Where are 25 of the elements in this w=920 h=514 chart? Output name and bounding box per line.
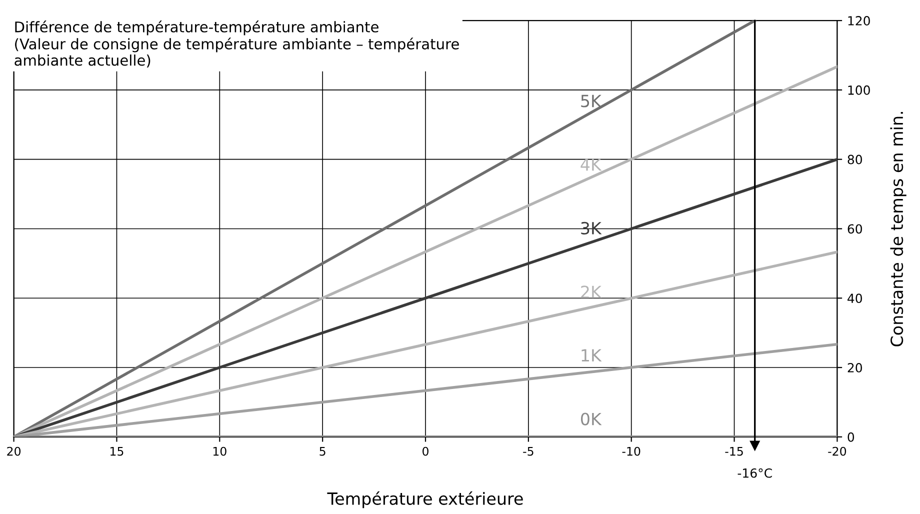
x-tick-label: -15	[725, 446, 743, 456]
series-label: 2K	[581, 286, 602, 298]
series-label: 1K	[582, 349, 602, 362]
ref-line-label: -16°C	[738, 468, 772, 478]
y-axis-title: Constante de temps en min.	[890, 112, 906, 346]
x-tick-label: 5	[320, 446, 326, 456]
y-tick-label: 100	[848, 85, 870, 95]
series-label: 5K	[581, 94, 602, 108]
series-label: 0K	[580, 412, 602, 426]
y-tick-label: 0	[848, 432, 854, 442]
y-tick-label: 20	[848, 362, 862, 372]
x-tick-label: 10	[213, 446, 226, 456]
x-axis-title: Température extérieure	[327, 491, 523, 508]
annotation: Différence de température-température ambiante (Valeur de consigne de température ambiante – température ambiante actuelle)	[14, 20, 459, 68]
x-tick-label: 20	[7, 446, 21, 456]
x-tick-label: -5	[523, 446, 534, 456]
y-tick-label: 60	[848, 224, 862, 234]
x-tick-label: -10	[622, 446, 640, 456]
series-label: 4K	[580, 158, 602, 171]
x-tick-label: 15	[110, 446, 124, 456]
y-tick-label: 120	[848, 16, 870, 26]
x-tick-label: -20	[828, 446, 846, 456]
y-tick-label: 80	[848, 154, 862, 164]
x-tick-label: 0	[422, 446, 428, 456]
y-tick-label: 40	[848, 294, 862, 304]
